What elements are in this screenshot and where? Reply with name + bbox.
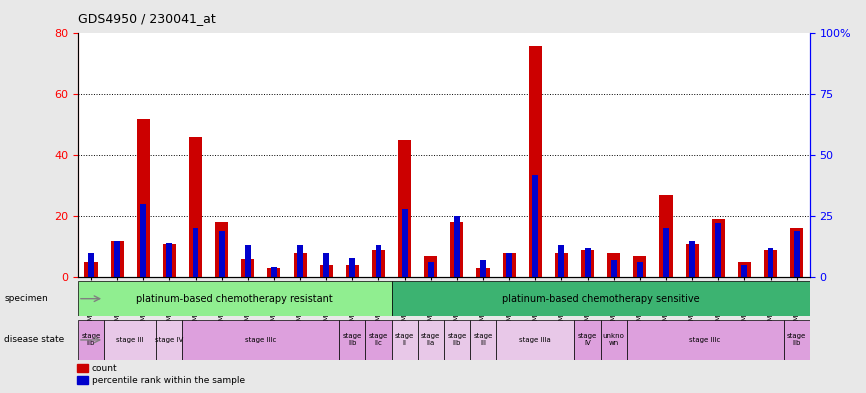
Text: stage IIIa: stage IIIa xyxy=(520,337,551,343)
Bar xyxy=(555,253,568,277)
Bar xyxy=(502,253,515,277)
Bar xyxy=(633,256,646,277)
Bar xyxy=(794,231,799,277)
Bar xyxy=(78,320,104,360)
Bar xyxy=(339,320,365,360)
Bar xyxy=(365,320,391,360)
Bar xyxy=(323,253,329,277)
Bar xyxy=(533,175,539,277)
Text: stage
III: stage III xyxy=(474,333,493,347)
Bar xyxy=(454,216,460,277)
Text: stage IV: stage IV xyxy=(155,337,184,343)
Bar xyxy=(784,320,810,360)
Bar xyxy=(398,140,411,277)
Text: disease state: disease state xyxy=(4,336,65,344)
Text: stage
IIb: stage IIb xyxy=(787,333,806,347)
Bar xyxy=(470,320,496,360)
Bar xyxy=(245,245,251,277)
Text: stage
IIb: stage IIb xyxy=(343,333,362,347)
Bar xyxy=(480,260,486,277)
Bar xyxy=(790,228,803,277)
Bar xyxy=(601,320,627,360)
Bar xyxy=(424,256,437,277)
Bar xyxy=(443,320,470,360)
Text: stage
IV: stage IV xyxy=(578,333,598,347)
Bar xyxy=(219,231,224,277)
Bar xyxy=(663,228,669,277)
Bar xyxy=(114,241,120,277)
Bar xyxy=(183,320,339,360)
Text: stage
IIb: stage IIb xyxy=(447,333,467,347)
Text: stage
IIc: stage IIc xyxy=(369,333,388,347)
Bar xyxy=(741,265,747,277)
Bar xyxy=(585,248,591,277)
Bar xyxy=(496,320,574,360)
Bar xyxy=(320,265,333,277)
Bar xyxy=(611,260,617,277)
Bar xyxy=(607,253,620,277)
Text: stage
II: stage II xyxy=(395,333,414,347)
Text: platinum-based chemotherapy sensitive: platinum-based chemotherapy sensitive xyxy=(501,294,700,304)
Bar xyxy=(346,265,359,277)
Bar xyxy=(166,243,172,277)
Bar xyxy=(297,245,303,277)
Bar xyxy=(689,241,695,277)
Bar xyxy=(215,222,229,277)
Text: platinum-based chemotherapy resistant: platinum-based chemotherapy resistant xyxy=(136,294,333,304)
Bar xyxy=(476,268,489,277)
Bar xyxy=(111,241,124,277)
Bar xyxy=(88,253,94,277)
Bar xyxy=(450,222,463,277)
Text: stage IIIc: stage IIIc xyxy=(245,337,276,343)
Bar xyxy=(738,262,751,277)
Bar xyxy=(294,253,307,277)
Bar xyxy=(764,250,777,277)
Bar xyxy=(268,268,281,277)
Text: stage
IIb: stage IIb xyxy=(81,333,100,347)
Bar xyxy=(271,267,277,277)
Text: specimen: specimen xyxy=(4,294,48,303)
Bar xyxy=(349,257,355,277)
Bar xyxy=(507,253,512,277)
Text: stage III: stage III xyxy=(116,337,144,343)
Bar xyxy=(627,320,784,360)
Bar xyxy=(637,263,643,277)
Bar xyxy=(137,119,150,277)
Bar xyxy=(192,228,198,277)
Bar xyxy=(104,320,157,360)
Bar xyxy=(686,244,699,277)
Bar xyxy=(559,245,565,277)
Legend: count, percentile rank within the sample: count, percentile rank within the sample xyxy=(74,360,249,389)
Bar xyxy=(163,244,176,277)
Bar xyxy=(417,320,443,360)
Bar xyxy=(712,219,725,277)
Bar xyxy=(428,263,434,277)
Bar xyxy=(85,262,98,277)
Bar xyxy=(581,250,594,277)
Bar xyxy=(157,320,183,360)
Bar xyxy=(402,209,408,277)
Text: GDS4950 / 230041_at: GDS4950 / 230041_at xyxy=(78,12,216,25)
Bar xyxy=(189,137,202,277)
Bar xyxy=(659,195,673,277)
Text: stage IIIc: stage IIIc xyxy=(689,337,721,343)
Bar xyxy=(529,46,542,277)
Text: unkno
wn: unkno wn xyxy=(603,333,624,347)
Text: stage
IIa: stage IIa xyxy=(421,333,441,347)
Bar xyxy=(715,224,721,277)
Bar xyxy=(376,245,381,277)
Bar xyxy=(391,320,417,360)
Bar xyxy=(140,204,146,277)
Bar xyxy=(78,281,391,316)
Bar xyxy=(391,281,810,316)
Bar xyxy=(372,250,385,277)
Bar xyxy=(574,320,601,360)
Bar xyxy=(767,248,773,277)
Bar xyxy=(242,259,255,277)
